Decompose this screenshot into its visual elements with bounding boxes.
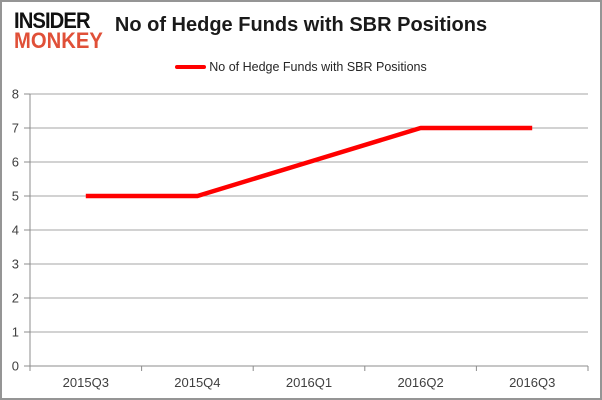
- y-axis-tick-label: 4: [12, 223, 19, 238]
- legend: No of Hedge Funds with SBR Positions: [2, 60, 600, 74]
- x-axis-tick-label: 2016Q3: [509, 375, 555, 390]
- y-axis-tick-label: 0: [12, 359, 19, 374]
- y-axis-tick-label: 6: [12, 155, 19, 170]
- y-axis-tick-label: 5: [12, 189, 19, 204]
- logo-text-insider: INSIDER: [14, 8, 91, 33]
- insider-monkey-logo: INSIDER MONKEY: [14, 8, 103, 53]
- logo-text-monkey: MONKEY: [14, 28, 103, 53]
- x-axis-tick-label: 2016Q1: [286, 375, 332, 390]
- chart-title: No of Hedge Funds with SBR Positions: [114, 14, 488, 36]
- x-axis-tick-label: 2015Q4: [174, 375, 220, 390]
- y-axis-tick-label: 7: [12, 121, 19, 136]
- y-axis-tick-label: 2: [12, 291, 19, 306]
- legend-label: No of Hedge Funds with SBR Positions: [209, 60, 427, 74]
- y-axis-tick-label: 3: [12, 257, 19, 272]
- legend-line-swatch: [175, 65, 207, 69]
- y-axis-tick-label: 8: [12, 87, 19, 102]
- y-axis-tick-label: 1: [12, 325, 19, 340]
- series-line: [85, 125, 533, 199]
- x-axis-tick-label: 2016Q2: [397, 375, 443, 390]
- x-axis-tick-label: 2015Q3: [63, 375, 109, 390]
